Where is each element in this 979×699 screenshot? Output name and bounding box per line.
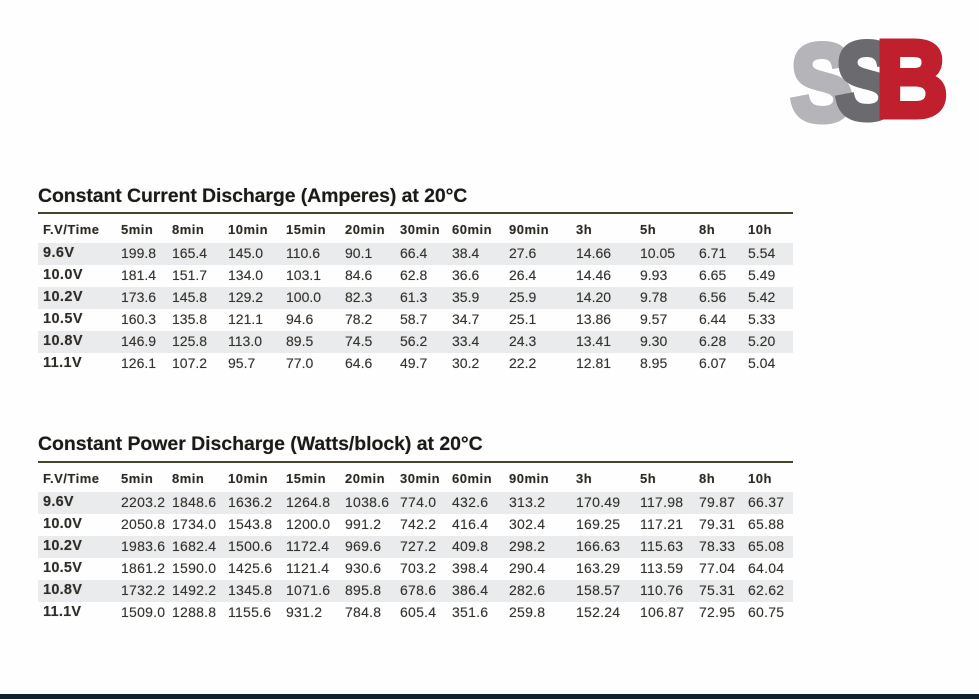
svg-text:S: S xyxy=(791,25,853,135)
svg-text:B: B xyxy=(876,25,947,135)
svg-text:S: S xyxy=(836,25,898,135)
